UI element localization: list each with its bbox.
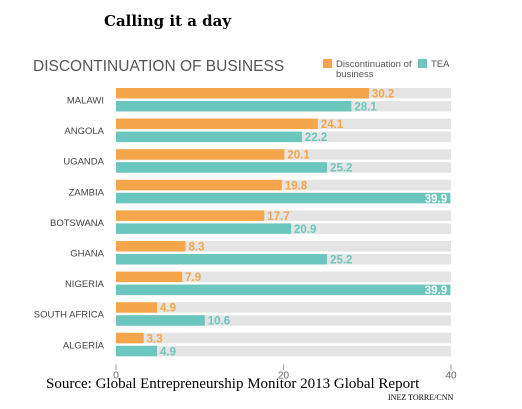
bar <box>116 345 158 357</box>
data-label: 3.3 <box>147 333 163 345</box>
data-label: 19.8 <box>285 180 308 192</box>
bar <box>116 315 205 326</box>
data-label: 28.1 <box>354 102 377 114</box>
x-tick-label: 40 <box>445 370 457 381</box>
bar-track <box>116 302 451 313</box>
bar-track <box>116 241 451 252</box>
data-label: 25.2 <box>330 255 352 267</box>
legend-label-discontinuation-line1: Discontinuation of <box>336 59 412 70</box>
data-label: 39.9 <box>425 285 447 297</box>
legend-label-tea: TEA <box>431 59 450 70</box>
category-label: NIGERIA <box>65 279 105 290</box>
bar-track <box>116 179 451 191</box>
category-label: BOTSWANA <box>50 218 105 229</box>
legend-swatch-tea <box>418 59 427 68</box>
data-label: 25.2 <box>330 163 352 175</box>
category-label: GHANA <box>70 249 104 260</box>
data-label: 4.9 <box>160 303 176 315</box>
bar <box>116 254 328 265</box>
data-label: 30.2 <box>372 89 394 101</box>
bar <box>116 302 158 313</box>
bar-track <box>116 271 451 283</box>
data-label: 4.9 <box>160 346 176 358</box>
bar <box>116 162 328 173</box>
bar-track <box>116 345 451 357</box>
bar <box>116 210 265 221</box>
data-label: 10.6 <box>208 316 230 328</box>
category-label: SOUTH AFRICA <box>34 310 105 321</box>
legend-label-discontinuation: Discontinuation of business <box>336 59 414 80</box>
bar <box>116 271 183 283</box>
bar <box>116 284 451 296</box>
bar <box>116 118 318 130</box>
legend-label-discontinuation-line2: business <box>336 69 374 80</box>
credit-note: INEZ TORRE/CNN <box>388 393 454 402</box>
category-label: ANGOLA <box>64 126 104 137</box>
bar <box>116 332 144 344</box>
bar <box>116 192 451 204</box>
data-label: 22.2 <box>305 132 327 144</box>
legend: Discontinuation of business TEA <box>323 59 450 80</box>
x-tick-label: 0 <box>113 370 119 381</box>
data-label: 20.1 <box>287 150 310 162</box>
bar-track <box>116 315 451 326</box>
page-title: Calling it a day <box>104 12 232 30</box>
data-label: 17.7 <box>267 211 289 223</box>
data-label: 24.1 <box>321 119 344 131</box>
legend-swatch-discontinuation <box>323 59 332 68</box>
data-label: 39.9 <box>425 193 447 205</box>
chart-title: DISCONTINUATION OF BUSINESS <box>33 58 284 75</box>
bar <box>116 149 285 160</box>
x-tick-label: 20 <box>278 370 290 381</box>
data-label: 20.9 <box>294 224 316 236</box>
category-label: UGANDA <box>63 157 104 168</box>
bar-track <box>116 332 451 344</box>
category-label: ZAMBIA <box>69 187 105 198</box>
data-label: 8.3 <box>189 242 205 254</box>
category-label: ALGERIA <box>63 340 105 351</box>
bar <box>116 223 292 234</box>
category-label: MALAWI <box>67 96 104 107</box>
bar <box>116 179 282 191</box>
bar <box>116 241 186 252</box>
bar-track <box>116 210 451 221</box>
bar <box>116 88 369 99</box>
source-note: Source: Global Entrepreneurship Monitor … <box>46 376 420 392</box>
data-label: 7.9 <box>185 272 201 284</box>
plot-area: MALAWI 30.228.1 ANGOLA 24.122.2 UGANDA 20.1 25… <box>34 88 457 381</box>
bar <box>116 101 352 112</box>
bar <box>116 131 302 143</box>
